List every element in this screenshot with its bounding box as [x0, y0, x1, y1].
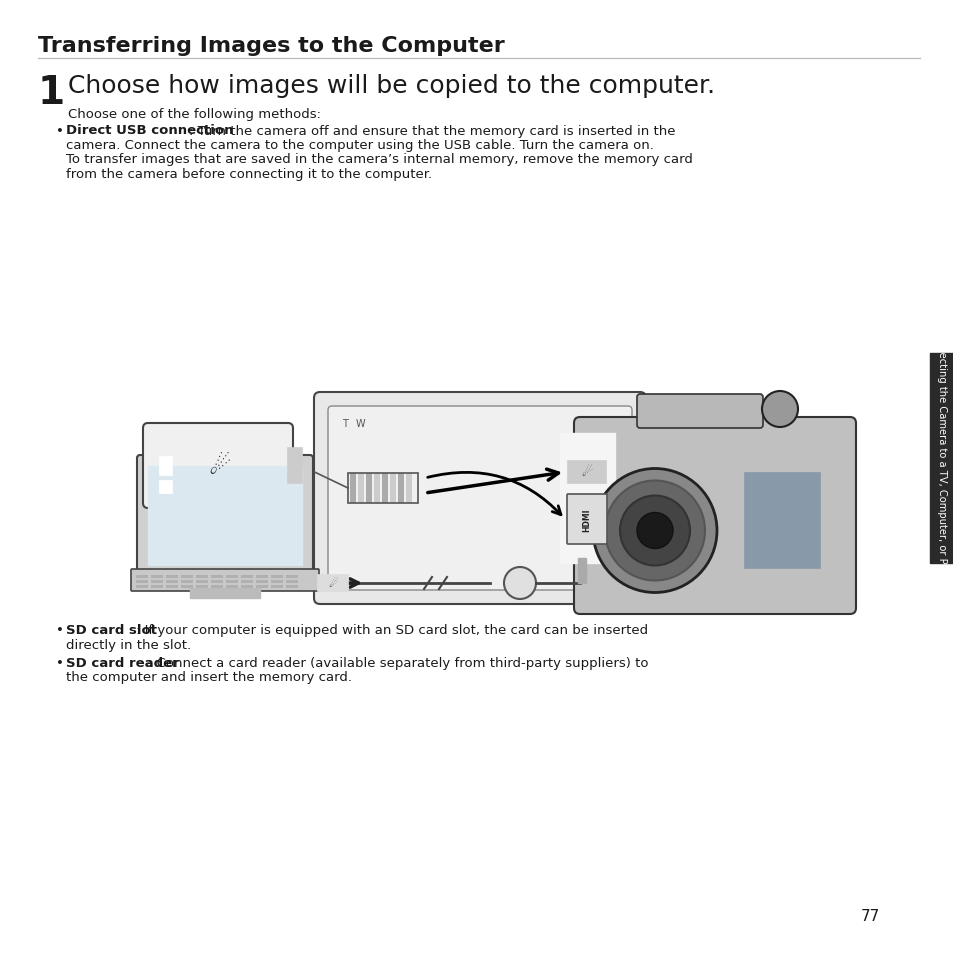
FancyBboxPatch shape: [131, 569, 318, 592]
Bar: [271, 585, 283, 588]
Circle shape: [503, 567, 536, 599]
Text: •: •: [56, 125, 64, 137]
Bar: [195, 579, 208, 583]
Bar: [929, 354, 953, 563]
Bar: [397, 474, 403, 503]
Text: Choose one of the following methods:: Choose one of the following methods:: [68, 108, 320, 121]
Bar: [559, 434, 615, 563]
Circle shape: [619, 496, 689, 566]
Text: W: W: [355, 418, 364, 429]
Bar: [271, 579, 283, 583]
FancyBboxPatch shape: [314, 393, 645, 604]
Bar: [286, 575, 297, 578]
Text: 77: 77: [860, 908, 879, 923]
Text: : Turn the camera off and ensure that the memory card is inserted in the: : Turn the camera off and ensure that th…: [189, 125, 675, 137]
Bar: [255, 579, 268, 583]
Circle shape: [593, 469, 717, 593]
Bar: [381, 474, 388, 503]
Bar: [160, 457, 172, 476]
Text: SD card reader: SD card reader: [66, 657, 178, 669]
FancyBboxPatch shape: [574, 417, 855, 615]
Bar: [357, 474, 364, 503]
Bar: [348, 474, 417, 503]
Bar: [181, 585, 193, 588]
Bar: [136, 575, 148, 578]
Text: from the camera before connecting it to the computer.: from the camera before connecting it to …: [66, 168, 432, 181]
Bar: [390, 474, 395, 503]
Bar: [317, 576, 348, 592]
Bar: [255, 585, 268, 588]
Circle shape: [637, 513, 672, 549]
Bar: [148, 467, 302, 565]
Text: Transferring Images to the Computer: Transferring Images to the Computer: [38, 36, 504, 56]
Bar: [567, 461, 605, 483]
Text: ☄: ☄: [209, 455, 231, 478]
Bar: [288, 449, 302, 483]
Bar: [286, 579, 297, 583]
Bar: [350, 474, 355, 503]
Bar: [286, 585, 297, 588]
Bar: [166, 579, 178, 583]
Text: Connecting the Camera to a TV, Computer, or Printer: Connecting the Camera to a TV, Computer,…: [936, 326, 946, 591]
Bar: [195, 585, 208, 588]
Bar: [195, 575, 208, 578]
Text: Direct USB connection: Direct USB connection: [66, 125, 233, 137]
FancyBboxPatch shape: [637, 395, 762, 429]
Bar: [241, 579, 253, 583]
FancyBboxPatch shape: [137, 456, 313, 577]
Bar: [211, 575, 223, 578]
Bar: [181, 575, 193, 578]
Bar: [271, 575, 283, 578]
Bar: [136, 579, 148, 583]
Bar: [406, 474, 412, 503]
Text: Choose how images will be copied to the computer.: Choose how images will be copied to the …: [68, 74, 715, 98]
FancyBboxPatch shape: [143, 423, 293, 509]
Text: 1: 1: [38, 74, 65, 112]
Bar: [211, 579, 223, 583]
Text: T: T: [342, 418, 348, 429]
Bar: [166, 585, 178, 588]
Circle shape: [604, 481, 704, 581]
Text: •: •: [56, 623, 64, 637]
Bar: [226, 585, 237, 588]
Bar: [211, 585, 223, 588]
Bar: [366, 474, 372, 503]
Text: the computer and insert the memory card.: the computer and insert the memory card.: [66, 671, 352, 684]
Text: directly in the slot.: directly in the slot.: [66, 638, 191, 651]
Bar: [181, 579, 193, 583]
Bar: [160, 481, 172, 494]
Text: To transfer images that are saved in the camera’s internal memory, remove the me: To transfer images that are saved in the…: [66, 153, 692, 167]
Text: ☄: ☄: [328, 578, 337, 588]
Text: camera. Connect the camera to the computer using the USB cable. Turn the camera : camera. Connect the camera to the comput…: [66, 139, 653, 152]
Bar: [151, 585, 163, 588]
Bar: [241, 575, 253, 578]
Text: : If your computer is equipped with an SD card slot, the card can be inserted: : If your computer is equipped with an S…: [136, 623, 648, 637]
Bar: [226, 575, 237, 578]
Bar: [151, 575, 163, 578]
Bar: [255, 575, 268, 578]
Bar: [190, 588, 260, 598]
Bar: [136, 585, 148, 588]
Bar: [578, 558, 585, 583]
Text: : Connect a card reader (available separately from third-party suppliers) to: : Connect a card reader (available separ…: [148, 657, 648, 669]
Text: •: •: [56, 657, 64, 669]
Text: SD card slot: SD card slot: [66, 623, 157, 637]
Bar: [241, 585, 253, 588]
Circle shape: [761, 392, 797, 428]
Text: HDMI: HDMI: [582, 508, 591, 531]
Bar: [151, 579, 163, 583]
Text: ☄: ☄: [580, 466, 592, 479]
FancyBboxPatch shape: [566, 495, 606, 544]
FancyBboxPatch shape: [328, 407, 631, 590]
Bar: [374, 474, 379, 503]
Bar: [226, 579, 237, 583]
Bar: [744, 474, 820, 568]
Bar: [166, 575, 178, 578]
